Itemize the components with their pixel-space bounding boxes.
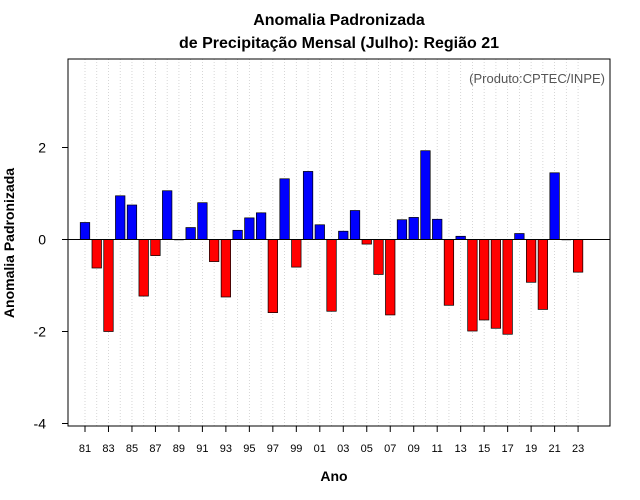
bar (197, 202, 208, 240)
bar (326, 239, 337, 312)
bar (537, 239, 548, 310)
x-tick-label: 95 (243, 443, 255, 455)
bar (103, 239, 114, 332)
bar (467, 239, 478, 332)
x-tick-label: 93 (220, 443, 232, 455)
bar (314, 224, 325, 240)
x-tick-label: 03 (337, 443, 349, 455)
bar (385, 239, 396, 316)
bar (209, 239, 220, 262)
y-axis: -4 -2 0 2 (34, 140, 68, 432)
bar (373, 239, 384, 275)
y-tick-label: -2 (34, 324, 47, 340)
bar (150, 239, 161, 256)
x-tick-label: 81 (79, 443, 91, 455)
x-tick-label: 17 (502, 443, 514, 455)
bar (302, 171, 314, 240)
bar (572, 239, 584, 273)
chart-subtitle: de Precipitação Mensal (Julho): Região 2… (179, 35, 499, 52)
bar (526, 239, 537, 283)
x-tick-label: 13 (455, 443, 467, 455)
y-tick-label: -4 (34, 416, 47, 432)
bar (514, 233, 525, 240)
bar (115, 195, 126, 240)
y-axis-title: Anomalia Padronizada (1, 168, 17, 318)
x-tick-label: 21 (548, 443, 560, 455)
bar (479, 239, 490, 321)
x-tick-label: 09 (408, 443, 420, 455)
x-tick-label: 89 (173, 443, 185, 455)
bar (244, 217, 255, 240)
chart-title: Anomalia Padronizada (253, 12, 425, 29)
x-tick-label: 99 (290, 443, 302, 455)
x-tick-label: 11 (431, 443, 442, 455)
x-tick-label: 05 (361, 443, 373, 455)
x-axis: 81 83 85 87 89 91 93 95 97 99 01 03 05 07 09 11 13 15 17 19… (79, 426, 584, 455)
bar (549, 172, 560, 240)
x-tick-label: 87 (149, 443, 161, 455)
bar (420, 150, 431, 240)
bar (349, 210, 361, 240)
bar (256, 212, 267, 240)
bar (185, 227, 196, 240)
x-tick-label: 97 (267, 443, 279, 455)
bar (338, 230, 349, 240)
bar (126, 204, 138, 240)
x-tick-label: 07 (384, 443, 396, 455)
bar (279, 178, 290, 240)
x-tick-label: 19 (525, 443, 537, 455)
y-tick-label: 2 (38, 140, 46, 156)
bar (291, 239, 302, 268)
bar (502, 239, 513, 335)
bar (138, 239, 149, 297)
bar (432, 218, 443, 240)
x-tick-label: 91 (196, 443, 208, 455)
bar (267, 239, 278, 313)
bar (91, 239, 102, 269)
plot-frame (67, 58, 611, 427)
bar (443, 239, 455, 306)
x-tick-label: 01 (314, 443, 326, 455)
x-tick-label: 83 (102, 443, 114, 455)
x-axis-title: Ano (320, 468, 347, 484)
bar (490, 239, 501, 329)
x-tick-label: 85 (126, 443, 138, 455)
bars (79, 150, 584, 335)
y-tick-label: 0 (38, 232, 46, 248)
bar (79, 222, 91, 240)
bar (162, 190, 173, 240)
x-tick-label: 23 (572, 443, 584, 455)
bar (396, 219, 408, 240)
bar (408, 217, 419, 240)
product-annotation: (Produto:CPTEC/INPE) (469, 71, 605, 86)
bar (232, 229, 243, 240)
bar (361, 239, 372, 245)
bar (220, 239, 231, 298)
x-tick-label: 15 (478, 443, 490, 455)
